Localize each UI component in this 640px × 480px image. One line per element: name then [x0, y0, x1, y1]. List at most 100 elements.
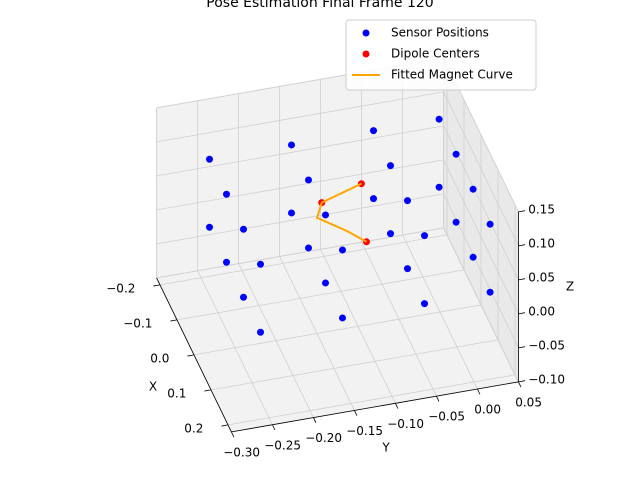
grid-line: [443, 159, 519, 315]
y-tick-label: −0.20: [305, 431, 342, 445]
legend-label: Fitted Magnet Curve: [391, 68, 513, 82]
data-point: [223, 190, 230, 198]
tick-mark: [231, 431, 235, 438]
grid-line: [361, 241, 437, 397]
z-tick-label: −0.10: [528, 373, 565, 387]
x-tick-label: 0.1: [167, 387, 186, 401]
legend-label: Sensor Positions: [391, 26, 489, 40]
y-tick-label: −0.05: [428, 410, 465, 424]
legend-box: [345, 19, 537, 91]
tick-mark: [518, 346, 526, 349]
data-point: [469, 185, 477, 193]
y-tick-label: −0.30: [223, 445, 260, 459]
grid-line: [156, 159, 444, 211]
data-point: [421, 232, 428, 240]
x-tick-label: 0.0: [150, 352, 169, 366]
legend-label: Dipole Centers: [391, 47, 480, 61]
data-point: [486, 288, 494, 296]
legend-swatch: [362, 50, 370, 58]
grid-line: [156, 193, 444, 245]
tick-mark: [221, 424, 229, 427]
data-point: [288, 141, 295, 149]
tick-mark: [187, 354, 195, 357]
grid-line: [227, 374, 516, 426]
data-point: [435, 183, 443, 191]
y-tick-label: −0.15: [346, 424, 383, 438]
tick-mark: [313, 417, 317, 424]
tick-mark: [477, 388, 481, 395]
data-point: [486, 220, 494, 228]
grid-line: [159, 234, 448, 286]
z-tick-label: −0.05: [528, 339, 565, 353]
data-point: [370, 195, 377, 203]
data-point: [435, 115, 443, 123]
grid-line: [156, 227, 444, 279]
data-point: [387, 230, 394, 238]
grid-line: [193, 304, 482, 356]
data-point: [305, 244, 312, 252]
data-point: [452, 150, 460, 158]
tick-mark: [518, 312, 526, 315]
data-point: [322, 211, 329, 219]
tick-mark: [518, 244, 526, 247]
tick-mark: [518, 210, 526, 213]
data-point: [257, 328, 264, 336]
data-point: [452, 218, 460, 226]
grid-line: [156, 91, 444, 143]
tick-mark: [153, 284, 161, 287]
tick-mark: [354, 410, 358, 416]
tick-mark: [518, 278, 526, 281]
x-tick-label: −0.2: [106, 282, 135, 296]
data-point: [404, 197, 411, 205]
tick-mark: [436, 395, 440, 402]
chart-title: Pose Estimation Final Frame 120: [206, 0, 433, 11]
grid-line: [197, 270, 273, 425]
data-point: [288, 209, 295, 217]
grid-line: [176, 269, 465, 321]
grid-line: [279, 256, 355, 411]
tick-mark: [204, 389, 212, 392]
data-point: [240, 225, 247, 233]
y-axis-label: Y: [381, 441, 390, 455]
z-axis-label: Z: [566, 280, 574, 294]
data-point: [223, 258, 230, 266]
grid-line: [443, 227, 519, 383]
z-tick-label: 0.15: [528, 203, 555, 217]
data-point: [404, 265, 411, 273]
curve: [315, 182, 367, 243]
grid-line: [402, 234, 478, 390]
x-axis-line: [156, 277, 232, 433]
x-tick-label: 0.2: [184, 422, 203, 436]
data-point: [206, 155, 213, 163]
y-axis-line: [231, 381, 519, 433]
data-point: [240, 293, 247, 301]
data-point: [322, 279, 329, 287]
y-tick-label: 0.05: [515, 395, 542, 409]
x-axis-label: X: [149, 380, 157, 394]
grid-line: [210, 339, 499, 391]
grid-line: [156, 125, 444, 177]
data-point: [257, 260, 264, 268]
grid-line: [443, 91, 519, 247]
tick-mark: [170, 319, 178, 322]
grid-line: [238, 263, 314, 418]
z-tick-label: 0.05: [528, 271, 555, 285]
y-tick-label: −0.25: [264, 438, 301, 452]
y-tick-label: −0.10: [387, 417, 424, 431]
tick-mark: [395, 403, 399, 409]
z-tick-label: 0.10: [528, 237, 555, 251]
data-point: [339, 246, 346, 254]
legend-swatch: [362, 29, 370, 37]
data-point: [387, 162, 394, 170]
data-point: [469, 253, 477, 261]
data-point: [305, 176, 312, 184]
data-point: [339, 314, 346, 322]
grid-line: [320, 249, 396, 404]
tick-mark: [518, 380, 526, 383]
tick-mark: [272, 424, 276, 431]
z-tick-label: 0.00: [528, 305, 555, 319]
y-tick-label: 0.00: [474, 403, 501, 417]
tick-mark: [518, 381, 522, 388]
data-point: [206, 223, 213, 231]
